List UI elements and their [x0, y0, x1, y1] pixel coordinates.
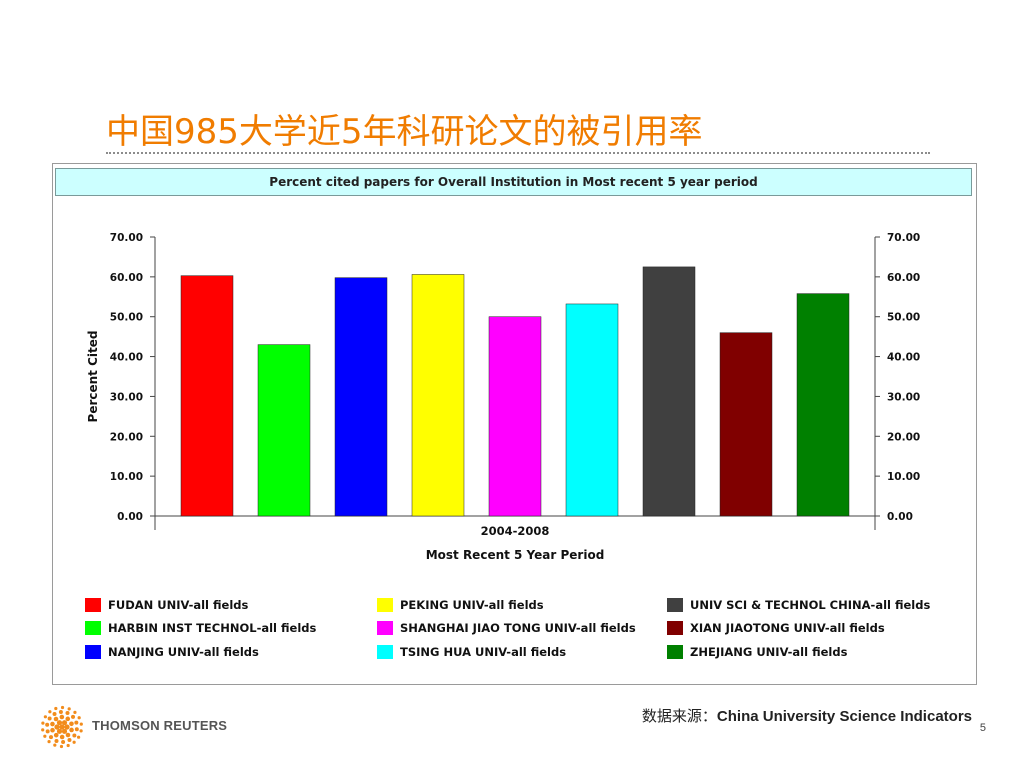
y-tick-label-left: 10.00 — [110, 471, 143, 483]
legend-item: TSING HUA UNIV-all fields — [377, 643, 566, 661]
bar-9 — [796, 293, 850, 517]
legend-item: HARBIN INST TECHNOL-all fields — [85, 619, 316, 637]
bar-1 — [180, 275, 234, 517]
y-tick-label-right: 20.00 — [887, 431, 920, 443]
y-tick-label-right: 10.00 — [887, 471, 920, 483]
y-tick-label-left: 50.00 — [110, 312, 143, 324]
y-tick-label-right: 70.00 — [887, 232, 920, 244]
bar-3 — [334, 277, 388, 517]
source-label: 数据来源： — [641, 708, 717, 725]
slide-title: 中国985大学近5年科研论文的被引用率 — [106, 112, 703, 152]
legend-label: PEKING UNIV-all fields — [400, 598, 544, 612]
legend-item: PEKING UNIV-all fields — [377, 596, 544, 614]
chart-title: Percent cited papers for Overall Institu… — [55, 168, 972, 196]
legend-swatch — [377, 644, 393, 659]
legend-swatch — [667, 597, 683, 612]
legend-label: SHANGHAI JIAO TONG UNIV-all fields — [400, 621, 636, 635]
legend-swatch — [377, 597, 393, 612]
logo-text: THOMSON REUTERS — [92, 718, 228, 733]
x-axis-title: Most Recent 5 Year Period — [426, 548, 605, 562]
y-tick-label-left: 0.00 — [117, 511, 143, 523]
bar-6 — [565, 303, 619, 517]
source-value: China University Science Indicators — [716, 708, 972, 725]
bar-4 — [411, 274, 465, 517]
legend-item: UNIV SCI & TECHNOL CHINA-all fields — [667, 596, 930, 614]
legend-label: NANJING UNIV-all fields — [108, 645, 259, 659]
legend-label: XIAN JIAOTONG UNIV-all fields — [690, 621, 885, 635]
y-tick-label-left: 30.00 — [110, 391, 143, 403]
thomson-reuters-logo: THOMSON REUTERS — [40, 705, 240, 749]
y-tick-label-right: 60.00 — [887, 272, 920, 284]
y-tick-label-left: 70.00 — [110, 232, 143, 244]
y-axis-title: Percent Cited — [86, 331, 100, 423]
y-tick-label-right: 0.00 — [887, 511, 913, 523]
legend-item: ZHEJIANG UNIV-all fields — [667, 643, 847, 661]
legend-label: UNIV SCI & TECHNOL CHINA-all fields — [690, 598, 931, 612]
y-tick-label-left: 40.00 — [110, 352, 143, 364]
title-divider — [106, 152, 930, 154]
x-category-label: 2004-2008 — [481, 524, 550, 538]
legend-label: ZHEJIANG UNIV-all fields — [690, 645, 848, 659]
legend-swatch — [85, 620, 101, 635]
source-note: 数据来源：China University Science Indicators — [642, 705, 972, 726]
legend-label: FUDAN UNIV-all fields — [108, 598, 249, 612]
bar-8 — [719, 332, 773, 517]
legend-swatch — [667, 620, 683, 635]
legend-item: XIAN JIAOTONG UNIV-all fields — [667, 619, 885, 637]
legend-swatch — [377, 620, 393, 635]
legend-item: FUDAN UNIV-all fields — [85, 596, 248, 614]
chart-frame: Percent cited papers for Overall Institu… — [52, 163, 977, 685]
bar-2 — [257, 344, 311, 517]
y-tick-label-right: 40.00 — [887, 352, 920, 364]
y-tick-label-left: 60.00 — [110, 272, 143, 284]
bar-5 — [488, 316, 542, 517]
y-tick-label-right: 30.00 — [887, 391, 920, 403]
legend-item: NANJING UNIV-all fields — [85, 643, 259, 661]
y-tick-label-left: 20.00 — [110, 431, 143, 443]
page-number: 5 — [979, 722, 986, 734]
legend-swatch — [667, 644, 683, 659]
legend-label: TSING HUA UNIV-all fields — [400, 645, 567, 659]
legend-item: SHANGHAI JIAO TONG UNIV-all fields — [377, 619, 636, 637]
bar-chart: 0.00 0.00 10.00 10.00 20.00 20.00 30.00 30.00 40… — [86, 232, 920, 562]
legend-swatch — [85, 644, 101, 659]
legend-label: HARBIN INST TECHNOL-all fields — [108, 621, 317, 635]
reuters-dot-logo-icon — [41, 705, 83, 749]
y-tick-label-right: 50.00 — [887, 312, 920, 324]
bar-7 — [642, 266, 696, 517]
legend-swatch — [85, 597, 101, 612]
